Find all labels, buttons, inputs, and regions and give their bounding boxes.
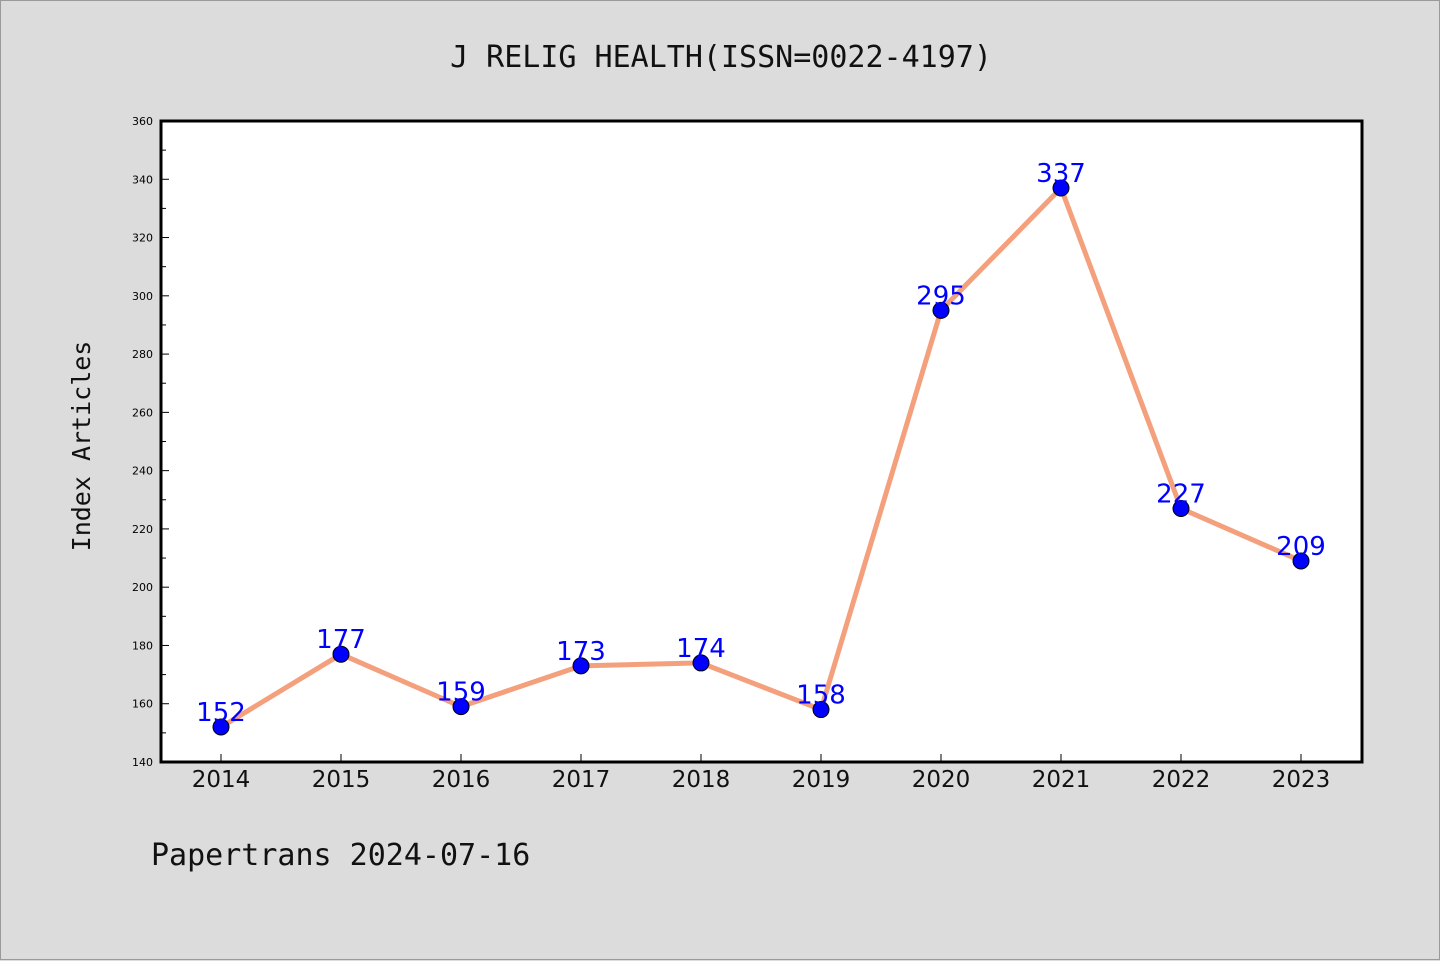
data-point	[572, 657, 590, 675]
y-tick-label: 320	[132, 232, 153, 245]
x-tick-label: 2014	[192, 767, 251, 793]
data-labels-layer: 152 177 159 173 174 158 295 337 227 209	[196, 159, 1326, 728]
data-point	[1052, 179, 1070, 197]
footer-credit: Papertrans 2024-07-16	[151, 838, 530, 873]
data-point	[1172, 500, 1190, 518]
data-point	[1292, 552, 1310, 570]
data-point	[932, 301, 950, 319]
data-label: 159	[436, 678, 486, 708]
data-point	[692, 654, 710, 672]
y-tick-label: 300	[132, 290, 153, 303]
y-tick-label: 240	[132, 465, 153, 478]
y-tick-label: 140	[132, 756, 153, 769]
series-line	[218, 185, 1304, 730]
chart-title: J RELIG HEALTH(ISSN=0022-4197)	[450, 40, 992, 75]
x-axis: 2014 2015 2016 2017 2018 2019 2020 2021 2022 2023	[192, 754, 1331, 793]
x-tick-label: 2016	[432, 767, 491, 793]
data-label: 177	[316, 625, 366, 655]
x-tick-label: 2017	[552, 767, 611, 793]
x-tick-label: 2015	[312, 767, 371, 793]
x-tick-label: 2020	[912, 767, 971, 793]
data-label: 295	[916, 281, 966, 311]
y-axis: 140 160 180 200 220 240 260 280 300 320 340 360	[132, 115, 169, 769]
x-tick-label: 2021	[1032, 767, 1091, 793]
plot-area	[159, 119, 1364, 764]
x-tick-label: 2018	[672, 767, 731, 793]
x-tick-label: 2019	[792, 767, 851, 793]
series-layer	[212, 179, 1310, 736]
data-label: 173	[556, 637, 606, 667]
y-axis-label: Index Articles	[67, 341, 96, 552]
data-label: 337	[1036, 159, 1086, 189]
data-point	[212, 718, 230, 736]
y-tick-label: 220	[132, 523, 153, 536]
data-label: 174	[676, 634, 726, 664]
data-label: 227	[1156, 480, 1206, 510]
data-label: 209	[1276, 532, 1326, 562]
data-point	[332, 645, 350, 663]
y-tick-label: 260	[132, 406, 153, 419]
y-tick-label: 180	[132, 639, 153, 652]
x-tick-label: 2022	[1152, 767, 1211, 793]
data-label: 158	[796, 681, 846, 711]
y-tick-label: 280	[132, 348, 153, 361]
y-tick-label: 200	[132, 581, 153, 594]
x-tick-label: 2023	[1272, 767, 1331, 793]
data-label: 152	[196, 698, 246, 728]
data-point	[812, 701, 830, 719]
data-point	[452, 698, 470, 716]
y-tick-label: 160	[132, 698, 153, 711]
y-tick-label: 360	[132, 115, 153, 128]
y-tick-label: 340	[132, 173, 153, 186]
